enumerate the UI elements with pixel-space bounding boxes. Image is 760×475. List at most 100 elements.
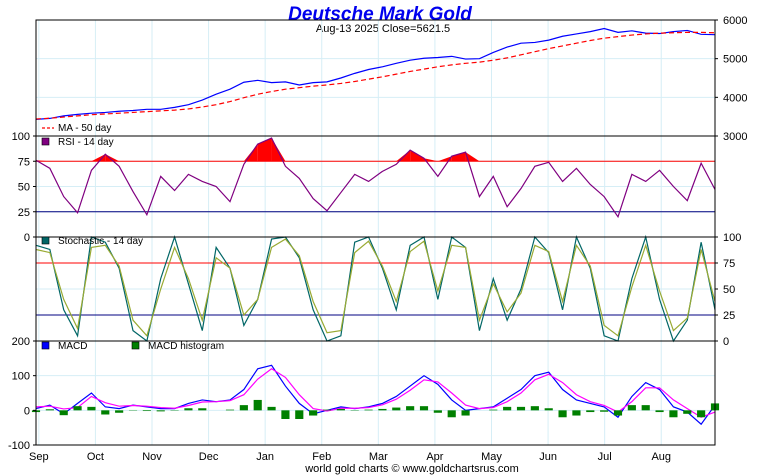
- x-tick-label: Mar: [369, 451, 388, 463]
- y-tick-label: 0: [723, 336, 729, 348]
- rsi-overbought-fill: [257, 138, 272, 162]
- legend-swatch: [41, 236, 50, 245]
- chart-footer: world gold charts © www.goldchartsrus.co…: [304, 463, 519, 475]
- series-d: [35, 238, 716, 338]
- y-tick-label: 6000: [723, 15, 747, 27]
- macd-histogram-bar: [530, 406, 539, 411]
- y-tick-label: 200: [12, 336, 30, 348]
- macd-histogram-bar: [447, 410, 456, 418]
- macd-histogram-bar: [655, 410, 664, 413]
- macd-histogram-bar: [142, 410, 151, 412]
- macd-histogram-bar: [641, 405, 650, 411]
- macd-histogram-bar: [419, 406, 429, 411]
- macd-histogram-bar: [184, 408, 193, 411]
- legend-swatch: [41, 137, 50, 146]
- macd-histogram-bar: [433, 410, 442, 413]
- macd-histogram-bar: [225, 409, 235, 411]
- x-tick-label: Nov: [142, 451, 162, 463]
- macd-histogram-bar: [378, 408, 387, 411]
- series-ma-50-day: [35, 31, 716, 120]
- macd-histogram-bar: [239, 405, 248, 411]
- macd-histogram-bar: [322, 409, 332, 411]
- macd-histogram-bar: [59, 410, 68, 416]
- y-tick-label: 4000: [723, 92, 747, 104]
- series-macd: [35, 364, 716, 426]
- legend-label: MACD: [58, 341, 87, 352]
- rsi-overbought-fill: [105, 154, 120, 162]
- macd-histogram-bar: [558, 410, 567, 418]
- macd-histogram-bar: [336, 408, 345, 411]
- rsi-overbought-fill: [465, 152, 480, 162]
- y-tick-label: 3000: [723, 131, 747, 143]
- rsi-overbought-fill: [36, 160, 50, 162]
- series-rsi-14-day: [35, 137, 716, 219]
- macd-histogram-bar: [115, 410, 124, 413]
- macd-histogram-bar: [406, 406, 415, 411]
- macd-histogram-bar: [503, 406, 512, 411]
- series-price: [35, 27, 716, 120]
- x-tick-label: Jan: [256, 451, 274, 463]
- y-tick-label: 100: [12, 131, 30, 143]
- chart-title: Deutsche Mark Gold: [288, 4, 472, 25]
- legend-label: RSI - 14 day: [58, 137, 114, 148]
- macd-histogram-bar: [364, 409, 373, 411]
- macd-histogram-bar: [267, 406, 276, 411]
- macd-histogram-bar: [101, 410, 110, 415]
- macd-histogram-bar: [586, 410, 595, 413]
- macd-histogram-bar: [309, 410, 318, 416]
- x-tick-label: Oct: [87, 451, 104, 463]
- x-tick-label: Jun: [539, 451, 557, 463]
- macd-histogram-bar: [392, 407, 401, 411]
- legend-label: MA - 50 day: [58, 123, 111, 134]
- y-tick-label: 50: [18, 182, 30, 194]
- macd-histogram-bar: [627, 405, 636, 411]
- macd-histogram-bar: [253, 399, 262, 411]
- macd-histogram-bar: [572, 410, 581, 416]
- macd-histogram-bar: [281, 410, 290, 419]
- rsi-overbought-fill: [437, 156, 452, 162]
- macd-histogram-bar: [669, 410, 678, 418]
- rsi-overbought-fill: [396, 150, 411, 162]
- legend-swatch: [41, 341, 50, 350]
- x-axis: Sep Oct Nov Dec Jan Feb Mar Apr May Jun Jul Aug: [29, 451, 671, 463]
- macd-histogram-bar: [156, 410, 165, 412]
- macd-histogram-bar: [600, 410, 609, 412]
- macd-histogram-bar: [295, 410, 304, 419]
- macd-histogram-bar: [73, 406, 82, 411]
- macd-histogram-bar: [198, 408, 207, 411]
- y-tick-label: -100: [8, 440, 30, 452]
- rsi-overbought-fill: [451, 152, 466, 162]
- y-tick-label: 75: [723, 258, 735, 270]
- y-tick-label: 0: [24, 232, 30, 244]
- macd-histogram-bar: [544, 408, 553, 411]
- y-tick-label: 100: [12, 371, 30, 383]
- rsi-overbought-fill: [243, 144, 258, 162]
- macd-histogram-bar: [516, 406, 526, 411]
- y-tick-label: 50: [723, 284, 735, 296]
- series-signal: [35, 368, 716, 418]
- y-tick-label: 25: [18, 207, 30, 219]
- panel-frame-macd: [35, 340, 716, 446]
- y-tick-label: 0: [24, 405, 30, 417]
- x-tick-label: Dec: [199, 451, 219, 463]
- rsi-overbought-fill: [424, 158, 438, 162]
- x-tick-label: Feb: [312, 451, 331, 463]
- y-tick-label: 25: [723, 310, 735, 322]
- rsi-overbought-fill: [410, 150, 424, 162]
- x-tick-label: May: [481, 451, 502, 463]
- x-tick-label: Aug: [651, 451, 671, 463]
- macd-histogram-bar: [87, 406, 96, 411]
- x-tick-label: Jul: [598, 451, 612, 463]
- macd-histogram-bar: [613, 410, 623, 416]
- legend-label: Stochastic - 14 day: [58, 236, 143, 247]
- legend-label: MACD histogram: [148, 341, 224, 352]
- y-tick-label: 75: [18, 156, 30, 168]
- macd-histogram-bar: [45, 409, 54, 411]
- rsi-overbought-fill: [91, 154, 106, 162]
- legend-swatch: [131, 341, 140, 350]
- chart-subtitle: Aug-13 2025 Close=5621.5: [316, 23, 450, 35]
- macd-histogram-bar: [489, 409, 498, 411]
- y-tick-label: 5000: [723, 54, 747, 66]
